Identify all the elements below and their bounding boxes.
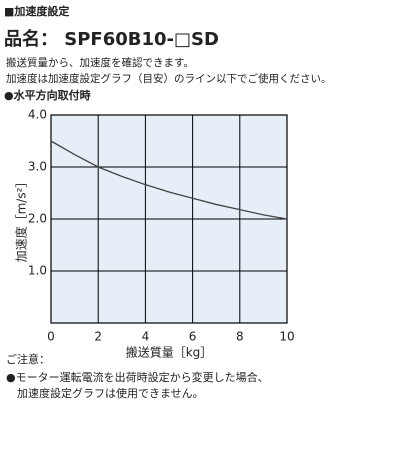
heading: ■加速度設定 — [4, 4, 69, 18]
x-tick-label: 6 — [189, 330, 197, 344]
x-axis-label: 搬送質量［kg］ — [126, 345, 213, 360]
y-tick-label: 2.0 — [28, 212, 47, 226]
y-tick-label: 1.0 — [28, 264, 47, 278]
x-tick-label: 0 — [47, 330, 55, 344]
x-tick-label: 10 — [279, 330, 294, 344]
notes-title: ご注意： — [6, 352, 50, 366]
y-tick-label: 3.0 — [28, 160, 47, 174]
y-tick-label: 4.0 — [28, 108, 47, 122]
intro: 加速度は加速度設定グラフ（目安）のライン以下でご使用ください。 — [6, 72, 332, 85]
note: 加速度設定グラフは使用できません。 — [6, 386, 204, 400]
line — [50, 140, 288, 220]
section: ●水平方向取付時 — [4, 88, 91, 102]
x-tick-label: 2 — [94, 330, 102, 344]
product: 品名： SPF60B10-□SD — [4, 28, 219, 50]
y-axis-label: 加速度［m/s²］ — [14, 176, 29, 263]
x-tick-label: 8 — [236, 330, 244, 344]
note: ●モーター運転電流を出荷時設定から変更した場合、 — [6, 370, 269, 384]
x-tick-label: 4 — [142, 330, 150, 344]
intro: 搬送質量から、加速度を確認できます。 — [6, 56, 194, 69]
